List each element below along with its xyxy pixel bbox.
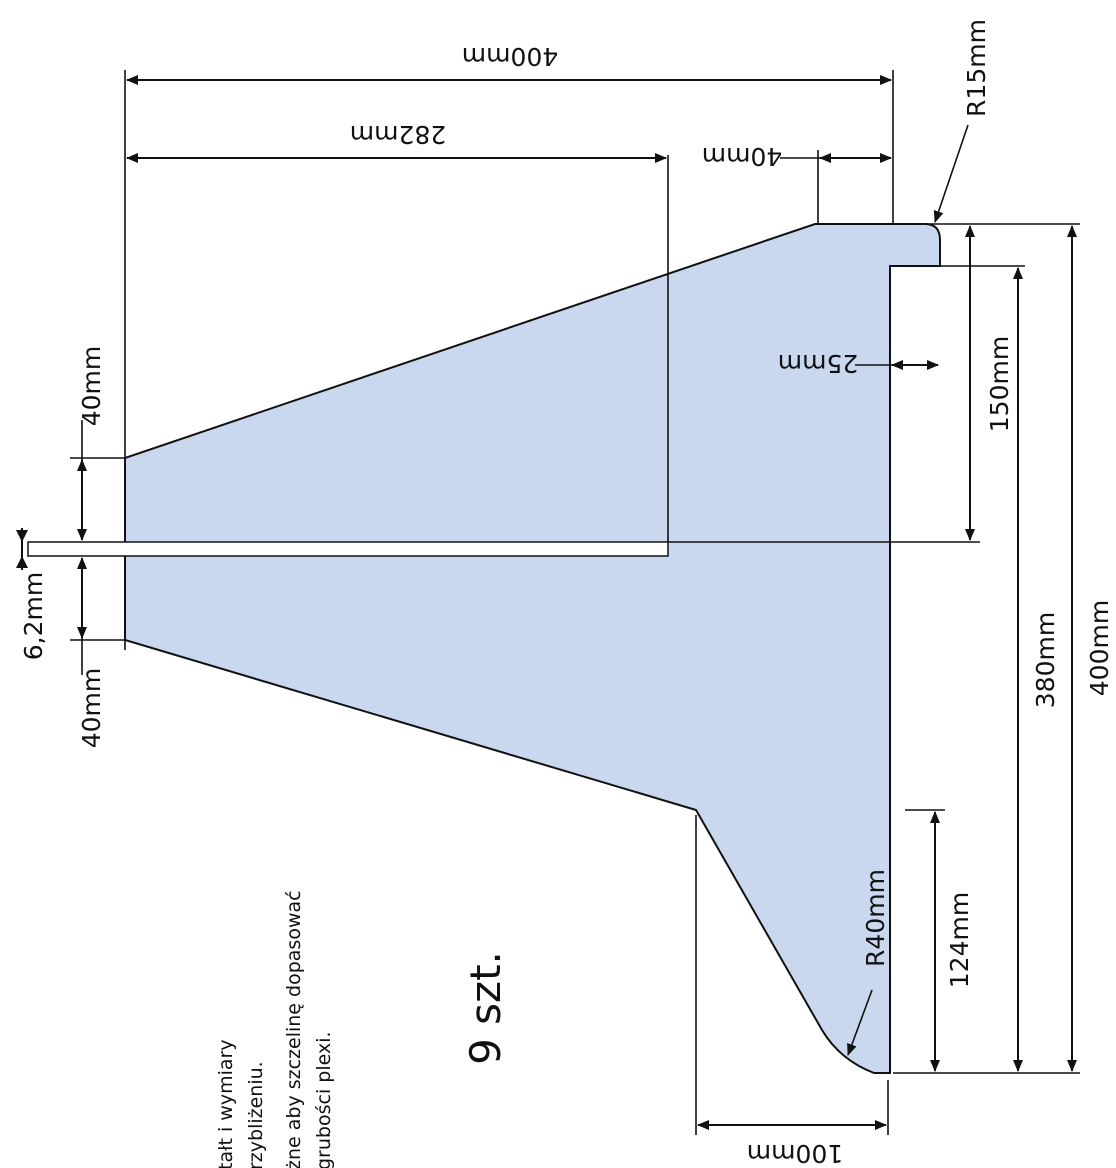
quantity-label: 9 szt. [461, 951, 510, 1065]
dim-label-400-top: 400mm [462, 42, 558, 71]
note-line-2: rzybliżeniu. [245, 1061, 267, 1168]
dim-label-r15: R15mm [962, 19, 991, 117]
dim-label-6-2: 6,2mm [19, 572, 48, 660]
dim-label-282: 282mm [350, 120, 446, 149]
leader-r40 [847, 989, 873, 1056]
part-shape [124, 223, 941, 1074]
leader-r15 [933, 124, 969, 223]
dim-label-r40: R40mm [861, 869, 890, 967]
dim-label-100: 100mm [747, 1139, 843, 1168]
note-line-1: tałt i wymiary [215, 1039, 237, 1168]
slot-cut [27, 541, 669, 557]
note-line-4: grubości plexi. [313, 1031, 335, 1168]
dim-label-40-top: 40mm [702, 142, 783, 171]
dim-arrow-6-2-top [16, 530, 28, 542]
dim-label-40-upper: 40mm [77, 346, 106, 427]
dim-arrow-6-2-bottom [16, 556, 28, 568]
note-line-3: żne aby szczelinę dopasować [283, 890, 305, 1168]
dim-label-380: 380mm [1031, 612, 1060, 708]
dim-label-25: 25mm [778, 349, 859, 378]
dim-label-40-lower: 40mm [77, 668, 106, 749]
dim-label-400-right: 400mm [1085, 600, 1114, 696]
dim-label-150: 150mm [985, 336, 1014, 432]
dim-label-124: 124mm [945, 892, 974, 988]
